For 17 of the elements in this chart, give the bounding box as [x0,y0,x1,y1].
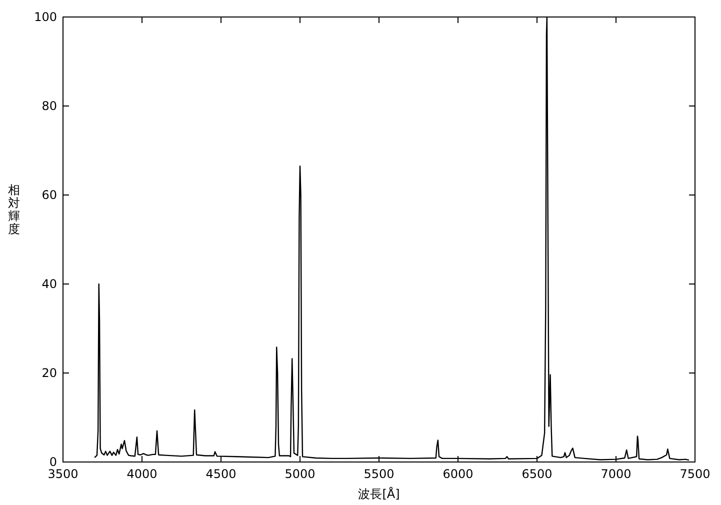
y-axis-title: 相対輝度 [8,183,20,236]
x-axis-title: 波長[Å] [358,486,400,501]
y-tick-label: 20 [42,366,57,380]
y-tick-label: 100 [34,10,57,24]
x-tick-label: 4500 [206,467,236,481]
y-tick-label: 80 [42,99,57,113]
x-tick-label: 5000 [284,467,316,481]
x-tick-label: 3500 [48,467,78,481]
y-tick-label: 60 [42,188,57,202]
y-tick-label: 40 [42,277,57,291]
x-tick-label: 6000 [442,467,474,481]
x-tick-label: 7500 [680,467,710,481]
x-tick-label: 5500 [364,467,394,481]
x-tick-label: 6500 [522,467,552,481]
y-tick-label: 0 [49,455,57,469]
x-tick-label: 4000 [126,467,158,481]
x-tick-label: 7000 [600,467,632,481]
